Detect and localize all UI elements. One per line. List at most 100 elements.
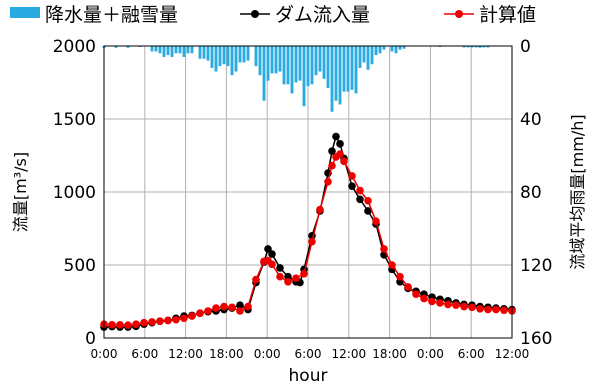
- precip-bar: [162, 46, 166, 57]
- computed-point: [428, 297, 436, 306]
- precip-bar: [214, 46, 218, 72]
- precip-bar: [374, 46, 378, 56]
- precip-bar: [206, 46, 210, 61]
- precip-bar: [190, 46, 194, 54]
- tick-labels: 0:00 6:00 12:00 18:00 0:00 6:00 12:00 18:00 0:00…: [53, 37, 553, 361]
- legend: 降水量＋融雪量 ダム流入量 計算値: [10, 4, 536, 26]
- precip-bar: [346, 46, 350, 92]
- precip-bar: [114, 46, 118, 48]
- computed-point: [140, 318, 148, 327]
- y2-axis-title: 流域平均雨量[mm/h]: [568, 114, 587, 269]
- y2-tick-label: 0: [520, 37, 531, 57]
- precip-bar: [394, 46, 398, 54]
- x-tick-label: 0:00: [91, 347, 118, 361]
- precip-bar: [302, 46, 306, 107]
- y-tick-label: 1500: [53, 110, 96, 130]
- precip-bar: [358, 46, 362, 68]
- computed-point: [420, 294, 428, 303]
- precip-bar: [262, 46, 266, 101]
- precip-bar: [170, 46, 174, 57]
- computed-point: [468, 303, 476, 312]
- computed-point: [328, 161, 336, 170]
- x-axis-title: hour: [289, 366, 328, 386]
- computed-point: [244, 302, 252, 311]
- precip-bar: [338, 46, 342, 105]
- y2-tick-label: 80: [520, 183, 542, 203]
- precip-bars: [102, 46, 490, 112]
- y-tick-label: 2000: [53, 37, 96, 57]
- precip-bar: [226, 46, 230, 67]
- precip-bar: [370, 46, 374, 65]
- precip-bar: [342, 46, 346, 92]
- legend-observed-label: ダム流入量: [275, 4, 370, 26]
- precip-bar: [290, 46, 294, 94]
- precip-bar: [150, 46, 154, 52]
- observed-point: [332, 132, 340, 141]
- y2-tick-label: 120: [520, 256, 552, 276]
- computed-point: [172, 315, 180, 324]
- computed-point: [500, 306, 508, 315]
- precip-bar: [158, 46, 162, 54]
- precip-bar: [178, 46, 182, 54]
- computed-point: [336, 150, 344, 158]
- computed-point: [476, 305, 484, 313]
- precip-bar: [366, 46, 370, 70]
- computed-point: [156, 317, 164, 326]
- x-tick-label: 12:00: [495, 347, 530, 361]
- precip-bar: [242, 46, 246, 63]
- x-tick-label: 18:00: [209, 347, 244, 361]
- precip-bar: [182, 46, 186, 57]
- precip-bar: [154, 46, 158, 52]
- computed-point: [308, 237, 316, 246]
- plot-frame: [103, 45, 513, 339]
- precip-bar: [382, 46, 386, 50]
- observed-point: [236, 301, 244, 309]
- precip-bar: [486, 46, 490, 48]
- computed-point: [124, 321, 132, 329]
- observed-point: [328, 147, 336, 155]
- flow-lines: [100, 132, 516, 331]
- computed-point: [148, 318, 156, 326]
- precip-bar: [218, 46, 222, 67]
- computed-point: [284, 277, 292, 286]
- precip-bar: [322, 46, 326, 79]
- precip-bar: [126, 46, 130, 48]
- precip-bar: [258, 46, 262, 76]
- y-tick-label: 500: [64, 256, 96, 276]
- x-tick-label: 0:00: [417, 347, 444, 361]
- computed-point: [132, 320, 140, 328]
- precip-bar: [310, 46, 314, 85]
- legend-precip-swatch: [10, 7, 40, 18]
- precip-bar: [298, 46, 302, 81]
- legend-precip-label: 降水量＋融雪量: [45, 4, 178, 26]
- precip-bar: [362, 46, 366, 63]
- precip-bar: [478, 46, 482, 48]
- precip-bar: [230, 46, 234, 76]
- x-tick-label: 18:00: [372, 347, 407, 361]
- computed-point: [196, 309, 204, 317]
- precip-bar: [174, 46, 178, 54]
- computed-point: [492, 305, 500, 314]
- precip-bar: [314, 46, 318, 76]
- legend-computed-label: 計算値: [479, 4, 536, 26]
- precip-bar: [306, 46, 310, 87]
- precip-bar: [234, 46, 238, 72]
- precip-bar: [318, 46, 322, 72]
- precip-bar: [278, 46, 282, 72]
- precip-bar: [286, 46, 290, 85]
- precip-bar: [474, 46, 478, 48]
- precip-bar: [470, 46, 474, 48]
- computed-point: [220, 302, 228, 311]
- x-tick-label: 6:00: [295, 347, 322, 361]
- precip-bar: [210, 46, 214, 68]
- computed-point: [348, 172, 356, 180]
- observed-point: [336, 140, 344, 148]
- x-tick-label: 12:00: [168, 347, 203, 361]
- observed-point: [268, 250, 276, 258]
- precip-bar: [266, 46, 270, 81]
- computed-point: [316, 205, 324, 214]
- precip-bar: [198, 46, 202, 59]
- computed-point: [180, 314, 188, 323]
- computed-point: [484, 305, 492, 314]
- x-tick-label: 6:00: [458, 347, 485, 361]
